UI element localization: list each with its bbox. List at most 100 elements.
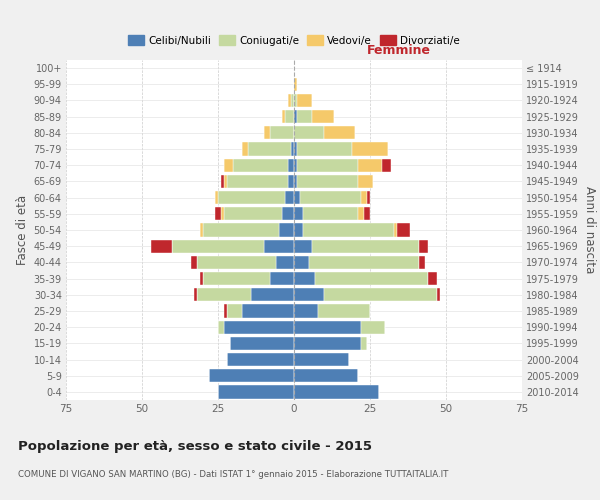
Bar bbox=[361, 191, 367, 204]
Bar bbox=[269, 126, 294, 140]
Text: Femmine: Femmine bbox=[367, 44, 431, 57]
Bar bbox=[303, 224, 394, 236]
Bar bbox=[312, 110, 334, 124]
Bar bbox=[364, 207, 370, 220]
Bar bbox=[309, 256, 419, 269]
Bar bbox=[197, 256, 276, 269]
Bar bbox=[203, 224, 279, 236]
Bar bbox=[263, 240, 294, 253]
Bar bbox=[221, 175, 224, 188]
Bar bbox=[233, 158, 288, 172]
Bar bbox=[224, 158, 233, 172]
Bar bbox=[297, 142, 352, 156]
Bar bbox=[319, 304, 370, 318]
Bar bbox=[397, 224, 410, 236]
Bar bbox=[325, 126, 355, 140]
Bar bbox=[248, 142, 291, 156]
Bar bbox=[276, 256, 294, 269]
Bar bbox=[251, 288, 294, 302]
Bar bbox=[197, 288, 251, 302]
Bar bbox=[227, 353, 294, 366]
Bar bbox=[294, 207, 303, 220]
Bar bbox=[358, 175, 373, 188]
Bar bbox=[394, 224, 397, 236]
Bar bbox=[294, 272, 315, 285]
Bar bbox=[215, 207, 221, 220]
Bar bbox=[242, 304, 294, 318]
Bar bbox=[294, 78, 297, 91]
Bar bbox=[224, 175, 227, 188]
Bar bbox=[227, 304, 242, 318]
Bar bbox=[294, 126, 325, 140]
Bar bbox=[191, 256, 197, 269]
Bar bbox=[294, 320, 361, 334]
Bar bbox=[218, 320, 224, 334]
Bar bbox=[312, 240, 419, 253]
Bar bbox=[224, 304, 227, 318]
Bar bbox=[230, 336, 294, 350]
Bar bbox=[291, 142, 294, 156]
Legend: Celibi/Nubili, Coniugati/e, Vedovi/e, Divorziati/e: Celibi/Nubili, Coniugati/e, Vedovi/e, Di… bbox=[124, 31, 464, 50]
Bar bbox=[297, 175, 358, 188]
Bar bbox=[419, 256, 425, 269]
Bar bbox=[224, 207, 282, 220]
Bar bbox=[215, 191, 218, 204]
Bar bbox=[352, 142, 388, 156]
Bar bbox=[203, 272, 269, 285]
Bar bbox=[269, 272, 294, 285]
Bar bbox=[294, 369, 358, 382]
Bar bbox=[218, 386, 294, 398]
Bar bbox=[291, 94, 294, 107]
Bar bbox=[300, 191, 361, 204]
Bar bbox=[221, 207, 224, 220]
Bar bbox=[218, 191, 285, 204]
Y-axis label: Fasce di età: Fasce di età bbox=[16, 195, 29, 265]
Bar bbox=[294, 110, 297, 124]
Bar bbox=[294, 224, 303, 236]
Bar bbox=[200, 224, 203, 236]
Text: Popolazione per età, sesso e stato civile - 2015: Popolazione per età, sesso e stato civil… bbox=[18, 440, 372, 453]
Bar bbox=[294, 240, 312, 253]
Bar bbox=[209, 369, 294, 382]
Bar bbox=[294, 175, 297, 188]
Bar bbox=[294, 142, 297, 156]
Bar bbox=[294, 191, 300, 204]
Bar bbox=[288, 175, 294, 188]
Bar bbox=[194, 288, 197, 302]
Y-axis label: Anni di nascita: Anni di nascita bbox=[583, 186, 596, 274]
Bar bbox=[282, 110, 285, 124]
Text: COMUNE DI VIGANO SAN MARTINO (BG) - Dati ISTAT 1° gennaio 2015 - Elaborazione TU: COMUNE DI VIGANO SAN MARTINO (BG) - Dati… bbox=[18, 470, 448, 479]
Bar bbox=[263, 126, 269, 140]
Bar bbox=[358, 207, 364, 220]
Bar bbox=[419, 240, 428, 253]
Bar bbox=[367, 191, 370, 204]
Bar bbox=[361, 320, 385, 334]
Bar bbox=[294, 288, 325, 302]
Bar bbox=[294, 94, 297, 107]
Bar bbox=[294, 353, 349, 366]
Bar bbox=[294, 256, 309, 269]
Bar bbox=[242, 142, 248, 156]
Bar bbox=[151, 240, 172, 253]
Bar bbox=[294, 304, 319, 318]
Bar bbox=[285, 191, 294, 204]
Bar bbox=[288, 94, 291, 107]
Bar bbox=[325, 288, 437, 302]
Bar bbox=[227, 175, 288, 188]
Bar bbox=[297, 158, 358, 172]
Bar bbox=[358, 158, 382, 172]
Bar bbox=[315, 272, 428, 285]
Bar bbox=[279, 224, 294, 236]
Bar bbox=[303, 207, 358, 220]
Bar bbox=[285, 110, 294, 124]
Bar bbox=[288, 158, 294, 172]
Bar bbox=[224, 320, 294, 334]
Bar bbox=[428, 272, 437, 285]
Bar bbox=[200, 272, 203, 285]
Bar bbox=[294, 336, 361, 350]
Bar bbox=[172, 240, 263, 253]
Bar bbox=[282, 207, 294, 220]
Bar bbox=[294, 386, 379, 398]
Bar bbox=[297, 94, 312, 107]
Bar bbox=[437, 288, 440, 302]
